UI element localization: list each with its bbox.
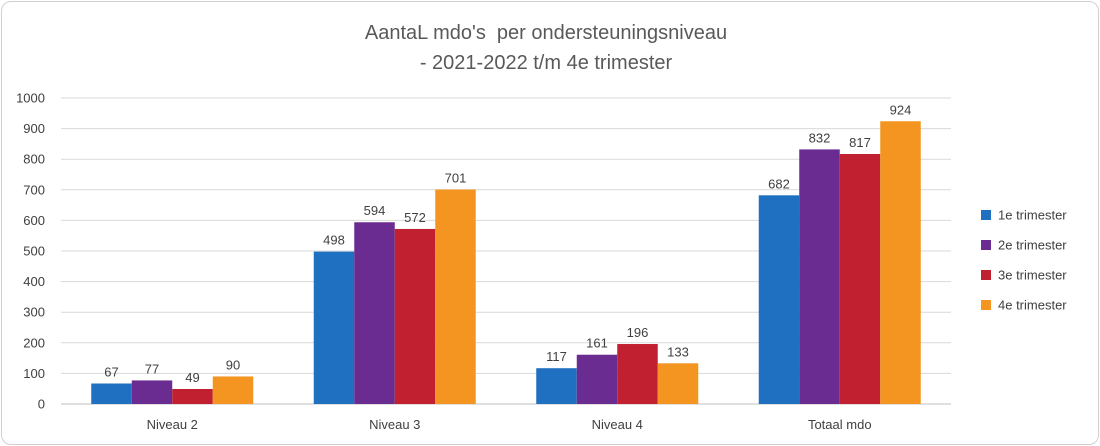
data-label: 133 xyxy=(667,344,689,359)
y-axis-ticks: 0 100 200 300 400 500 600 700 800 900 1000 xyxy=(16,91,45,412)
x-category-label: Niveau 4 xyxy=(592,417,643,432)
bar xyxy=(172,389,213,404)
bar xyxy=(394,228,436,404)
bars xyxy=(91,121,921,405)
y-tick-label: 300 xyxy=(23,305,45,320)
y-tick-label: 600 xyxy=(23,213,45,228)
x-category-label: Totaal mdo xyxy=(808,417,872,432)
y-tick-label: 1000 xyxy=(16,91,45,106)
x-category-label: Niveau 2 xyxy=(147,417,198,432)
bar xyxy=(354,222,395,404)
x-category-label: Niveau 3 xyxy=(369,417,420,432)
data-label: 817 xyxy=(849,135,871,150)
y-tick-label: 200 xyxy=(23,335,45,350)
bar xyxy=(880,121,921,405)
legend-label: 4e trimester xyxy=(998,298,1067,313)
legend-swatch xyxy=(981,210,991,220)
bar xyxy=(131,380,173,404)
y-tick-label: 400 xyxy=(23,274,45,289)
y-tick-label: 500 xyxy=(23,244,45,259)
data-label: 117 xyxy=(546,349,567,364)
legend-swatch xyxy=(981,240,991,250)
bar xyxy=(799,149,840,404)
bar xyxy=(435,189,476,404)
data-labels: 67 77 49 90 498 594 572 701 117 161 196 133 682 832 81… xyxy=(104,102,911,385)
data-label: 49 xyxy=(185,370,199,385)
legend: 1e trimester 2e trimester 3e trimester 4e t… xyxy=(981,208,1067,313)
y-tick-label: 800 xyxy=(23,152,45,167)
bar xyxy=(536,368,577,404)
y-tick-label: 100 xyxy=(23,366,45,381)
bar xyxy=(839,153,881,404)
y-tick-label: 0 xyxy=(38,397,45,412)
bar xyxy=(576,354,618,404)
legend-label: 3e trimester xyxy=(998,268,1067,283)
chart-subtitle: - 2021-2022 t/m 4e trimester xyxy=(420,52,673,74)
bar xyxy=(212,376,254,404)
data-label: 682 xyxy=(768,176,790,191)
data-label: 572 xyxy=(404,210,426,225)
bar xyxy=(657,363,699,404)
x-axis-categories: Niveau 2 Niveau 3 Niveau 4 Totaal mdo xyxy=(147,417,872,432)
data-label: 924 xyxy=(890,102,912,117)
data-label: 90 xyxy=(226,357,240,372)
bar xyxy=(313,251,355,404)
chart-title: AantaL mdo's per ondersteuningsniveau xyxy=(365,22,727,44)
bar xyxy=(91,383,132,404)
y-tick-label: 700 xyxy=(23,182,45,197)
legend-label: 2e trimester xyxy=(998,238,1067,253)
data-label: 67 xyxy=(104,364,118,379)
y-tick-label: 900 xyxy=(23,121,45,136)
bar xyxy=(617,344,658,404)
data-label: 594 xyxy=(364,203,386,218)
legend-swatch xyxy=(981,270,991,280)
data-label: 161 xyxy=(586,336,608,351)
data-label: 701 xyxy=(445,170,467,185)
data-label: 77 xyxy=(145,361,159,376)
legend-label: 1e trimester xyxy=(998,208,1067,223)
bar xyxy=(758,195,800,404)
legend-swatch xyxy=(981,300,991,310)
data-label: 196 xyxy=(627,325,649,340)
data-label: 832 xyxy=(809,130,831,145)
data-label: 498 xyxy=(323,233,345,248)
